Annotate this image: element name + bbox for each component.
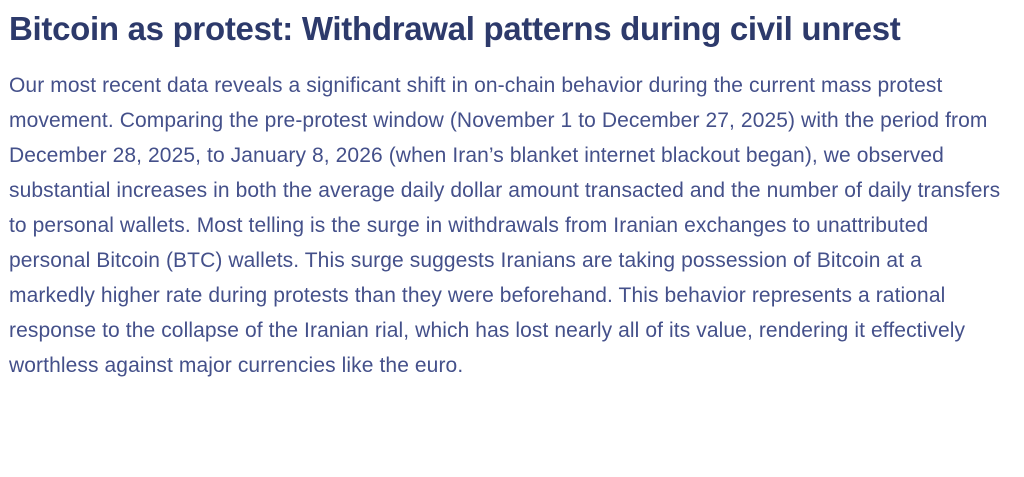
article: Bitcoin as protest: Withdrawal patterns … <box>9 10 1001 377</box>
article-paragraph: Our most recent data reveals a significa… <box>9 74 1001 377</box>
page-title: Bitcoin as protest: Withdrawal patterns … <box>9 10 901 47</box>
